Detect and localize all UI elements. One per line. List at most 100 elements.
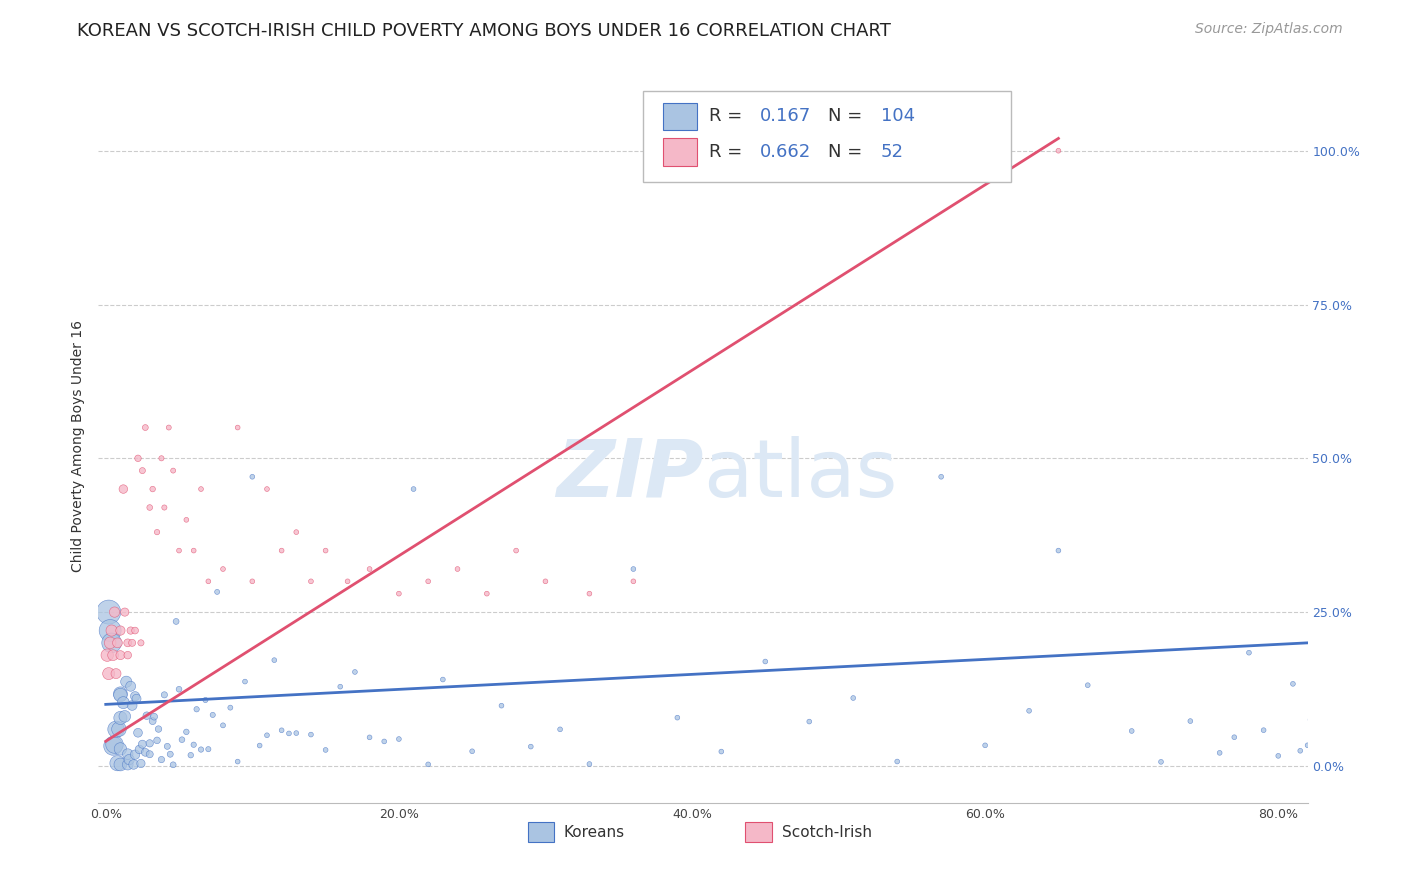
Point bbox=[1296, 739, 1319, 753]
Point bbox=[1299, 713, 1322, 727]
Point bbox=[122, 757, 145, 772]
Point bbox=[201, 707, 224, 722]
Point bbox=[150, 451, 173, 466]
Point bbox=[167, 682, 190, 697]
Point bbox=[114, 709, 136, 723]
Point bbox=[299, 728, 322, 742]
Point bbox=[125, 691, 148, 706]
Point bbox=[101, 739, 124, 753]
Point bbox=[1223, 730, 1246, 744]
Point bbox=[256, 728, 278, 742]
Point bbox=[143, 709, 166, 723]
Point bbox=[1208, 746, 1230, 760]
Point bbox=[1180, 714, 1202, 728]
Point bbox=[240, 574, 263, 589]
Point bbox=[373, 734, 395, 748]
Point bbox=[148, 722, 170, 736]
Point bbox=[548, 723, 571, 737]
Point bbox=[402, 482, 425, 496]
Point bbox=[120, 679, 142, 693]
Point bbox=[156, 739, 179, 754]
FancyBboxPatch shape bbox=[527, 822, 554, 842]
FancyBboxPatch shape bbox=[643, 91, 1011, 182]
Point bbox=[256, 482, 278, 496]
Point bbox=[505, 543, 527, 558]
Point bbox=[98, 636, 121, 650]
Point bbox=[107, 636, 129, 650]
Point bbox=[754, 655, 776, 669]
Point bbox=[103, 605, 125, 619]
Point bbox=[101, 648, 124, 662]
Text: R =: R = bbox=[709, 107, 748, 125]
FancyBboxPatch shape bbox=[745, 822, 772, 842]
Point bbox=[578, 757, 600, 772]
Point bbox=[98, 624, 121, 638]
Point bbox=[153, 500, 176, 515]
Text: 104: 104 bbox=[880, 107, 915, 125]
Point bbox=[197, 574, 219, 589]
Point bbox=[96, 648, 118, 662]
Point bbox=[315, 743, 337, 757]
Point bbox=[142, 482, 165, 496]
Point bbox=[180, 748, 202, 763]
Point bbox=[167, 543, 190, 558]
Point bbox=[110, 624, 132, 638]
Text: N =: N = bbox=[828, 143, 868, 161]
Point bbox=[134, 745, 156, 759]
Text: Koreans: Koreans bbox=[564, 825, 626, 840]
Point bbox=[112, 696, 135, 710]
Point bbox=[432, 673, 454, 687]
Point bbox=[117, 757, 139, 772]
Point bbox=[1047, 543, 1070, 558]
Point bbox=[249, 739, 271, 753]
Point bbox=[461, 744, 484, 758]
Text: Scotch-Irish: Scotch-Irish bbox=[782, 825, 872, 840]
Point bbox=[418, 574, 440, 589]
Point bbox=[359, 562, 381, 576]
Point bbox=[146, 733, 169, 747]
Point bbox=[110, 742, 132, 756]
Point bbox=[159, 747, 181, 762]
Point bbox=[124, 624, 146, 638]
Point bbox=[97, 605, 120, 619]
Point bbox=[110, 711, 132, 725]
Point bbox=[491, 698, 513, 713]
Point bbox=[1121, 723, 1143, 738]
Text: 0.662: 0.662 bbox=[759, 143, 811, 161]
Point bbox=[1237, 646, 1260, 660]
Point bbox=[138, 747, 160, 762]
Point bbox=[124, 747, 146, 762]
Point bbox=[666, 711, 689, 725]
Point bbox=[1077, 678, 1099, 692]
Point bbox=[176, 513, 198, 527]
Text: N =: N = bbox=[828, 107, 868, 125]
Point bbox=[233, 674, 256, 689]
Point bbox=[146, 525, 169, 540]
Point bbox=[475, 587, 498, 601]
Point bbox=[329, 680, 352, 694]
Point bbox=[336, 574, 359, 589]
Point bbox=[205, 585, 228, 599]
Point bbox=[117, 648, 139, 662]
Point bbox=[105, 666, 128, 681]
Point bbox=[153, 688, 176, 702]
Point bbox=[1289, 744, 1312, 758]
Point bbox=[240, 469, 263, 483]
Point bbox=[190, 482, 212, 496]
Point bbox=[299, 574, 322, 589]
Text: 0.167: 0.167 bbox=[759, 107, 811, 125]
Point bbox=[315, 543, 337, 558]
Point bbox=[157, 420, 180, 434]
Point bbox=[118, 753, 141, 767]
Point bbox=[121, 636, 143, 650]
Point bbox=[446, 562, 468, 576]
Point bbox=[127, 451, 149, 466]
Point bbox=[107, 756, 129, 771]
Point bbox=[621, 574, 644, 589]
Point bbox=[226, 420, 249, 434]
Point bbox=[388, 587, 411, 601]
Point bbox=[100, 624, 122, 638]
Point bbox=[135, 708, 157, 723]
Point bbox=[1267, 748, 1289, 763]
Point bbox=[842, 691, 865, 706]
